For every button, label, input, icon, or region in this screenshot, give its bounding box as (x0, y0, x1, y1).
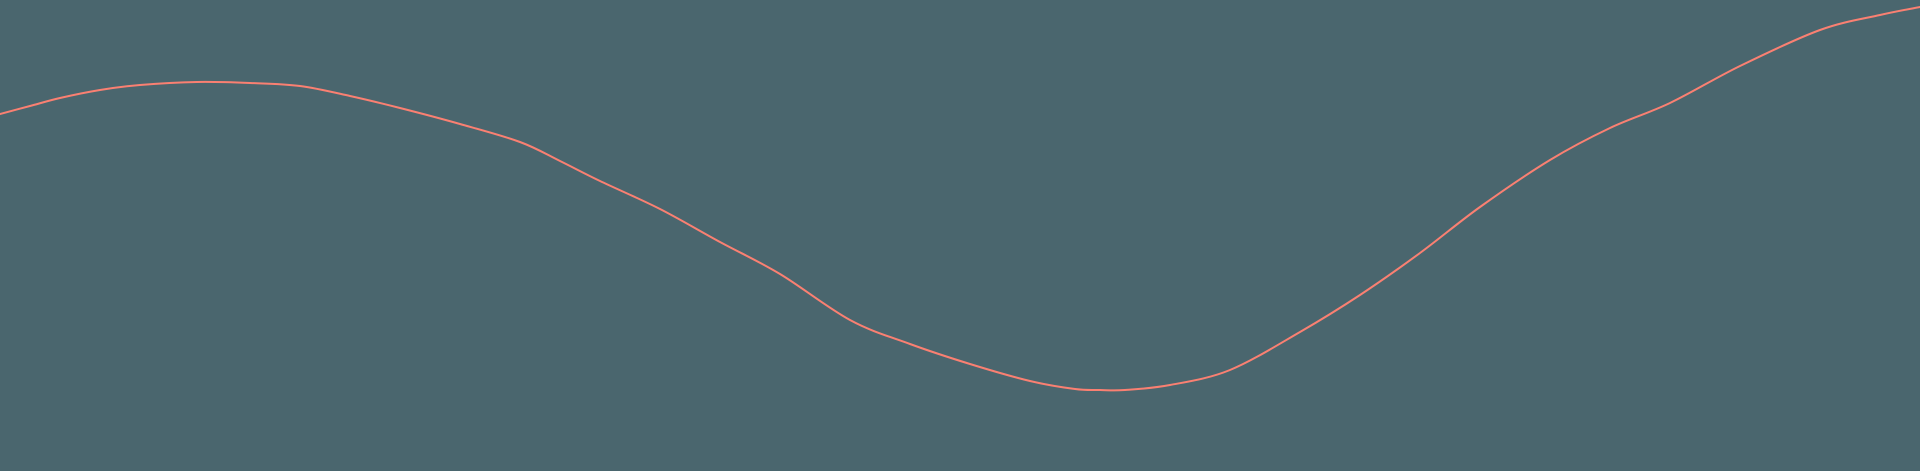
curve-line-series-0 (0, 6, 1920, 392)
